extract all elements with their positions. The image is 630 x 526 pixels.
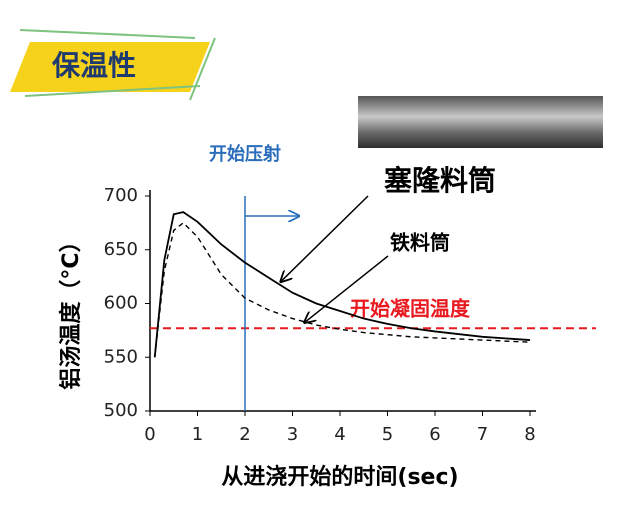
series-line <box>153 211 531 358</box>
threshold-label: 开始凝固温度 <box>350 297 471 321</box>
x-tick-label: 0 <box>144 424 155 445</box>
header-banner: 保温性 <box>10 29 216 101</box>
series-pointer <box>305 255 389 323</box>
x-tick-label: 4 <box>334 424 345 445</box>
x-tick-label: 8 <box>524 424 535 445</box>
y-tick-label: 600 <box>104 293 138 314</box>
photo <box>358 96 603 148</box>
x-tick-label: 3 <box>287 424 298 445</box>
x-tick-label: 5 <box>382 424 393 445</box>
series-line <box>154 221 531 358</box>
x-tick-label: 1 <box>192 424 203 445</box>
x-tick-label: 7 <box>477 424 488 445</box>
header-title: 保温性 <box>52 49 136 82</box>
series-label: 铁料筒 <box>390 231 450 255</box>
y-tick-label: 700 <box>104 185 138 206</box>
x-axis-label: 从进浇开始的时间(sec) <box>221 464 458 490</box>
y-tick-label: 550 <box>104 346 138 367</box>
y-tick-label: 500 <box>104 400 138 421</box>
y-axis-label: 铝汤温度（°C） <box>58 230 84 389</box>
series-pointer <box>281 195 369 282</box>
x-tick-label: 2 <box>239 424 250 445</box>
x-tick-label: 6 <box>429 424 440 445</box>
series-label: 塞隆料筒 <box>384 164 496 197</box>
start-label: 开始压射 <box>209 143 281 165</box>
y-tick-label: 650 <box>104 239 138 260</box>
